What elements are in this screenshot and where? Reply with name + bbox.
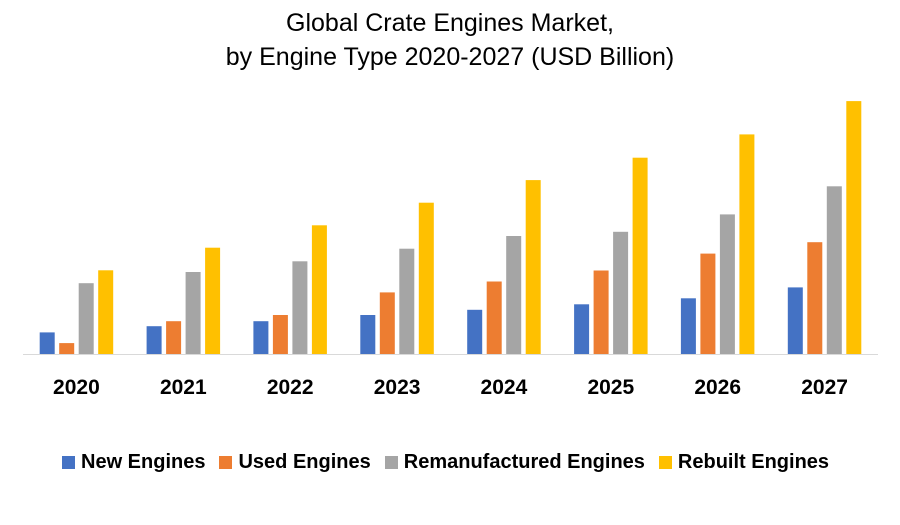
bar-used-engines-2026 xyxy=(700,253,716,354)
bar-new-engines-2025 xyxy=(574,304,590,354)
legend-item-used-engines: Used Engines xyxy=(219,450,371,474)
bar-new-engines-2020 xyxy=(39,332,55,354)
legend-label-remanufactured-engines: Remanufactured Engines xyxy=(403,450,645,473)
legend-swatch-used-engines xyxy=(219,455,233,469)
bar-rebuilt-engines-2020 xyxy=(98,270,114,354)
legend-item-rebuilt-engines: Rebuilt Engines xyxy=(658,450,830,474)
bar-new-engines-2023 xyxy=(360,315,376,354)
x-tick-label-2024: 2024 xyxy=(481,376,528,399)
bar-used-engines-2024 xyxy=(486,281,502,354)
bar-used-engines-2022 xyxy=(272,315,288,354)
legend-swatch-new-engines xyxy=(62,455,75,469)
x-tick-label-2026: 2026 xyxy=(694,376,741,399)
chart-title-line-1: Global Crate Engines Market, xyxy=(286,9,614,37)
legend-label-used-engines: Used Engines xyxy=(238,450,371,473)
bar-rebuilt-engines-2021 xyxy=(205,247,221,354)
bar-used-engines-2021 xyxy=(166,321,182,354)
bar-used-engines-2027 xyxy=(807,242,823,354)
x-tick-label-2025: 2025 xyxy=(587,376,634,399)
bar-new-engines-2027 xyxy=(787,287,803,354)
bar-new-engines-2026 xyxy=(680,298,696,354)
bar-remanufactured-engines-2026 xyxy=(719,214,735,354)
legend-label-rebuilt-engines: Rebuilt Engines xyxy=(677,450,830,473)
legend-item-remanufactured-engines: Remanufactured Engines xyxy=(384,450,645,474)
legend-label-new-engines: New Engines xyxy=(81,450,206,473)
bar-rebuilt-engines-2023 xyxy=(418,202,434,354)
bar-remanufactured-engines-2025 xyxy=(613,231,629,354)
x-tick-label-2020: 2020 xyxy=(53,376,100,399)
bar-rebuilt-engines-2024 xyxy=(525,180,541,354)
legend-swatch-rebuilt-engines xyxy=(658,455,672,469)
bar-remanufactured-engines-2022 xyxy=(292,261,308,354)
bar-remanufactured-engines-2023 xyxy=(399,248,415,354)
legend: New Engines Used Engines Remanufactured … xyxy=(62,449,843,475)
bar-rebuilt-engines-2022 xyxy=(311,225,327,354)
bar-new-engines-2022 xyxy=(253,321,269,354)
legend-item-new-engines: New Engines xyxy=(62,451,205,474)
bar-remanufactured-engines-2024 xyxy=(506,236,522,354)
x-tick-label-2023: 2023 xyxy=(374,376,421,399)
x-tick-label-2027: 2027 xyxy=(801,376,848,399)
bar-remanufactured-engines-2021 xyxy=(185,272,201,354)
bar-rebuilt-engines-2027 xyxy=(846,101,862,354)
bar-new-engines-2021 xyxy=(146,326,162,354)
legend-swatch-remanufactured-engines xyxy=(384,455,398,469)
bar-remanufactured-engines-2020 xyxy=(78,283,94,354)
bar-rebuilt-engines-2026 xyxy=(739,134,755,354)
x-tick-label-2022: 2022 xyxy=(267,376,314,399)
x-tick-label-2021: 2021 xyxy=(160,376,207,399)
bar-new-engines-2024 xyxy=(467,309,483,354)
bar-used-engines-2023 xyxy=(379,292,395,354)
chart-title: Global Crate Engines Market, by Engine T… xyxy=(0,6,900,74)
bar-used-engines-2025 xyxy=(593,270,609,354)
bar-rebuilt-engines-2025 xyxy=(632,157,648,354)
bar-used-engines-2020 xyxy=(59,343,75,354)
chart-title-line-2: by Engine Type 2020-2027 (USD Billion) xyxy=(225,43,675,71)
bar-remanufactured-engines-2027 xyxy=(826,186,842,354)
